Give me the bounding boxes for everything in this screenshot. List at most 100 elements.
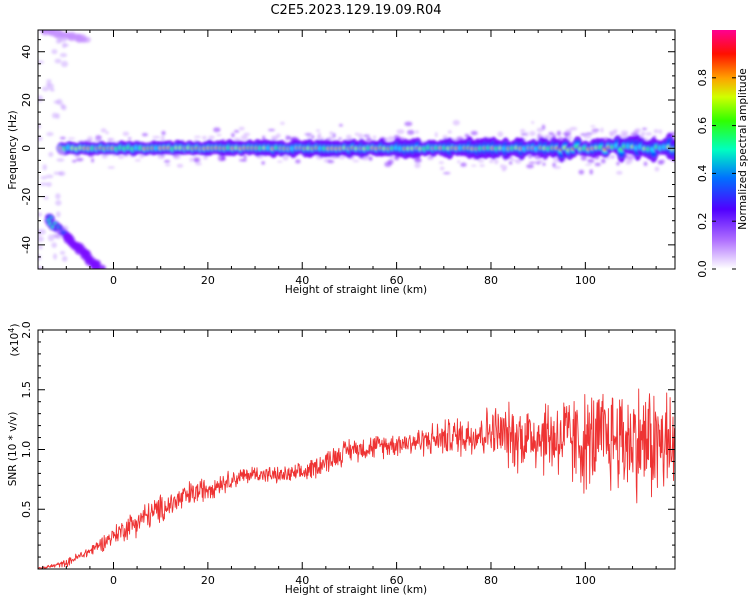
spectrogram-speckle — [634, 128, 642, 133]
spectrogram-speckle — [238, 158, 247, 162]
spectrogram-speckle — [606, 157, 610, 160]
spectrogram-speckle — [233, 137, 241, 141]
spectrogram-speckle — [584, 163, 592, 166]
spectrogram-speckle — [338, 137, 342, 140]
spectrogram-speckle — [387, 159, 394, 165]
spectrogram-speckle — [525, 132, 529, 137]
spectrogram-speckle — [414, 158, 422, 163]
spectrogram-edge-speckle — [41, 86, 50, 92]
spectrogram-speckle — [587, 158, 595, 164]
spectrogram-speckle — [127, 137, 132, 140]
spectrogram-speckle — [287, 136, 291, 140]
snr-x-tick-label: 80 — [484, 574, 498, 587]
spectrogram-speckle — [317, 132, 322, 138]
spectrogram-speckle — [653, 129, 659, 134]
spectrogram-speckle — [583, 134, 592, 139]
spectrogram-speckle — [438, 161, 444, 164]
spectrogram-speckle — [139, 154, 145, 159]
spectrogram-speckle — [609, 131, 614, 138]
spectrogram-speckle — [189, 157, 193, 163]
snr-y-axis-label: SNR (10 * v/v) — [7, 412, 19, 487]
spectrogram-speckle — [464, 133, 470, 138]
spectrogram-speckle — [233, 129, 240, 133]
spectrogram-speckle — [479, 164, 485, 167]
spectrogram-speckle — [494, 158, 499, 165]
spectrogram-speckle — [388, 135, 394, 142]
spectrogram-edge-speckle — [38, 245, 43, 250]
spectrogram-speckle — [122, 131, 130, 137]
spectrogram-speckle — [580, 155, 587, 161]
spectrogram-speckle — [567, 135, 573, 141]
spectrogram-speckle — [117, 155, 125, 159]
colorbar-tick-label: 0.2 — [696, 212, 709, 230]
spectrogram-edge-speckle — [61, 225, 69, 231]
spectrogram-speckle — [338, 123, 343, 127]
spectrogram-speckle — [471, 164, 477, 167]
snr-y-scale-text: (x10 — [9, 333, 21, 357]
spectrogram-panel: 0 20 40 60 80 100 -40 -20 0 20 40 Height of straig… — [7, 29, 676, 296]
colorbar-tick-label: 0.6 — [696, 117, 709, 135]
spectrogram-frame — [37, 29, 676, 270]
spectrogram-speckle — [202, 156, 209, 160]
spectrogram-speckle — [59, 136, 66, 140]
spectrogram-speckle — [434, 132, 438, 138]
spectrogram-speckle — [460, 162, 467, 167]
spectrogram-speckle — [609, 156, 614, 159]
spectrogram-edge-speckle — [51, 49, 58, 55]
spectrogram-speckle — [470, 130, 478, 136]
spectrogram-speckle — [202, 135, 207, 140]
spectrogram-speckle — [384, 137, 389, 142]
spectrogram-speckle — [531, 121, 535, 124]
spectrogram-speckle — [304, 133, 313, 136]
spectrogram-speckle — [213, 127, 221, 133]
snr-x-tick-label: 0 — [110, 574, 117, 587]
snr-y-tick-label: 2.0 — [20, 321, 33, 339]
spectrogram-edge-speckle — [45, 174, 54, 179]
spectrogram-speckle — [100, 128, 107, 133]
colorbar-tick-label: 0.4 — [696, 165, 709, 183]
spectrogram-edge-speckle — [46, 79, 52, 84]
spectrogram-speckle — [510, 157, 515, 162]
spectrogram-speckle — [590, 125, 596, 128]
spectrogram-speckle — [282, 155, 289, 161]
spectrogram-speckle — [658, 129, 663, 135]
spectrogram-speckle — [238, 126, 245, 131]
spectrogram-speckle — [107, 138, 115, 142]
spectrogram-speckle — [67, 137, 76, 140]
spectrogram-y-tick-label: 0 — [20, 145, 33, 152]
spectrogram-speckle — [654, 166, 660, 172]
spectrogram-edge-speckle — [61, 104, 67, 111]
spectrogram-y-tick-label: -40 — [20, 236, 33, 254]
spectrogram-blobs — [38, 30, 675, 269]
spectrogram-x-tick-label: 60 — [390, 274, 404, 287]
spectrogram-speckle — [452, 119, 460, 126]
spectrogram-speckle — [594, 162, 601, 167]
spectrogram-speckle — [317, 137, 325, 140]
spectrogram-x-axis-label: Height of straight line (km) — [285, 284, 427, 296]
snr-x-axis-label: Height of straight line (km) — [285, 584, 427, 596]
spectrogram-edge-speckle — [63, 43, 69, 47]
spectrogram-speckle — [315, 129, 321, 132]
spectrogram-speckle — [657, 159, 664, 165]
spectrogram-speckle — [332, 132, 336, 139]
colorbar-tick-label: 0.0 — [696, 260, 709, 278]
spectrogram-speckle — [427, 156, 434, 161]
colorbar-label: Normalized spectral amplitude — [737, 68, 749, 229]
snr-y-scale-exponent: 4 — [7, 328, 16, 333]
spectrogram-speckle — [83, 139, 92, 143]
spectrogram-speckle — [625, 159, 634, 163]
spectrogram-speckle — [600, 127, 604, 133]
spectrogram-x-tick-label: 80 — [484, 274, 498, 287]
spectrogram-speckle — [208, 135, 215, 140]
spectrogram-edge-speckle — [59, 250, 66, 255]
spectrogram-edge-speckle — [48, 151, 54, 158]
spectrogram-speckle — [291, 136, 298, 141]
snr-series-line — [38, 388, 675, 569]
spectrogram-edge-speckle — [56, 158, 65, 162]
spectrogram-speckle — [329, 131, 334, 136]
spectrogram-speckle — [345, 134, 352, 140]
spectrogram-speckle — [280, 121, 285, 125]
colorbar-gradient — [712, 30, 736, 269]
spectrogram-speckle — [548, 131, 554, 136]
